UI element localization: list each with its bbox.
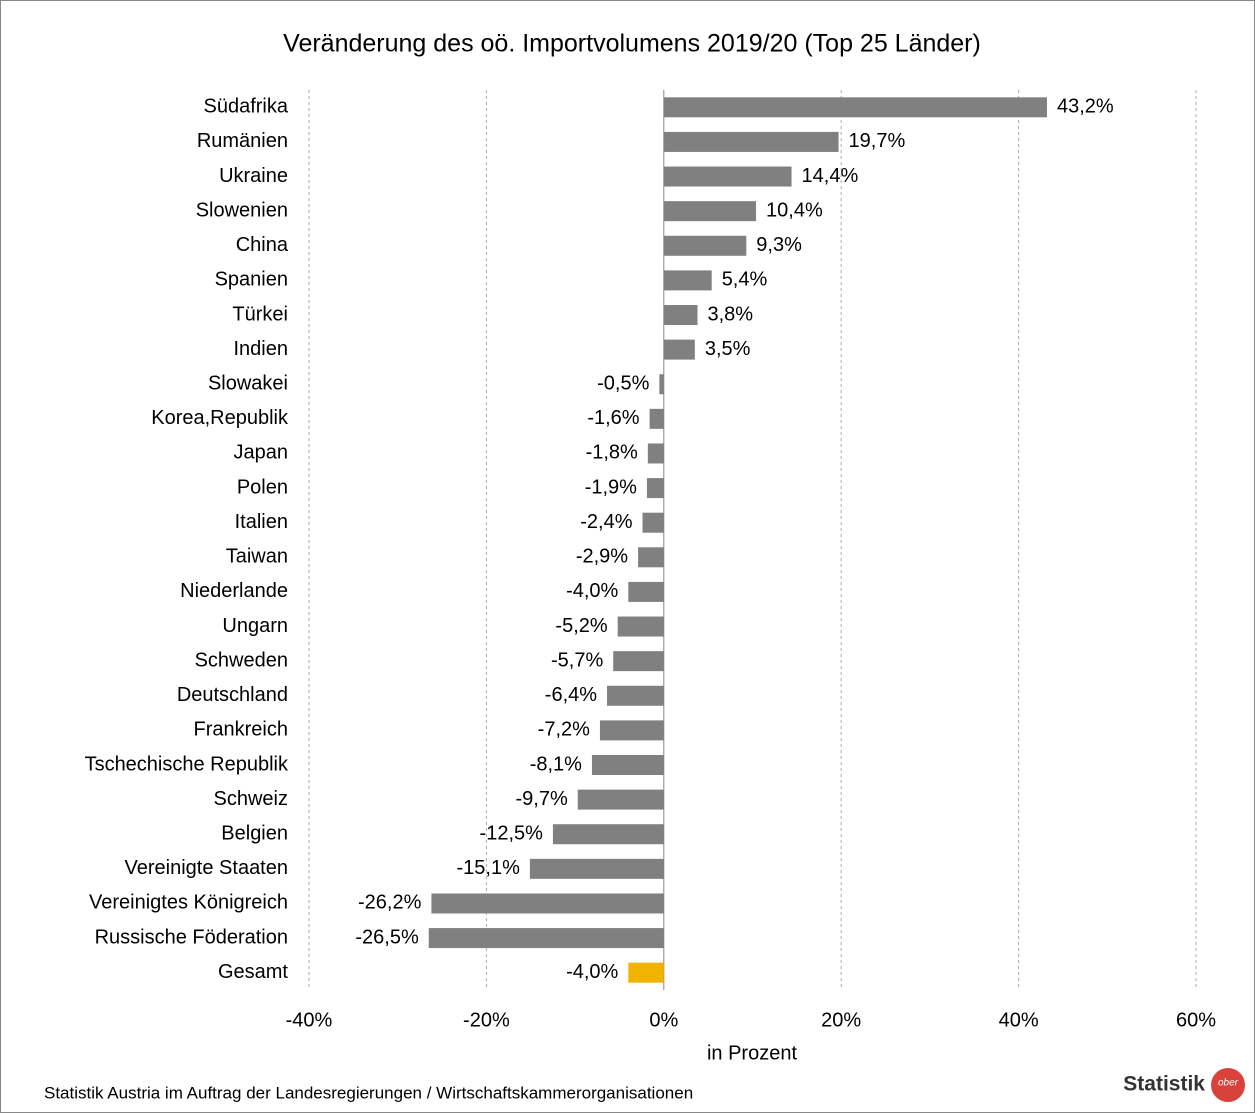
bar — [663, 97, 1047, 118]
y-tick-label: Belgien — [221, 823, 288, 845]
y-tick-label: Japan — [234, 442, 289, 464]
value-label: -5,2% — [555, 615, 607, 637]
y-tick-label: Südafrika — [204, 96, 289, 118]
value-label: -6,4% — [545, 684, 597, 706]
y-tick-label: Vereinigtes Königreich — [89, 892, 288, 914]
value-label: -1,9% — [585, 476, 637, 498]
bar — [659, 374, 664, 395]
bar — [663, 270, 712, 291]
y-tick-label: Deutschland — [177, 684, 288, 706]
bar — [617, 616, 664, 637]
y-tick-label: Ukraine — [219, 165, 288, 187]
x-tick-label: -20% — [463, 1009, 510, 1031]
y-tick-label: Ungarn — [222, 615, 288, 637]
bar — [663, 339, 695, 360]
value-label: -7,2% — [538, 719, 590, 741]
y-tick-label: Schweiz — [214, 788, 288, 810]
logo-text: Statistik — [1123, 1073, 1205, 1096]
bar — [663, 235, 747, 256]
bar — [628, 581, 664, 602]
y-tick-label: Taiwan — [226, 546, 288, 568]
value-label: 43,2% — [1057, 96, 1114, 118]
y-tick-label: Korea,Republik — [151, 407, 289, 429]
value-label: 10,4% — [766, 199, 823, 221]
y-tick-label: Spanien — [215, 269, 288, 291]
bar — [552, 824, 664, 845]
value-label: -26,2% — [358, 892, 422, 914]
bar — [529, 858, 664, 879]
source: Statistik Austria im Auftrag der Landesr… — [44, 1083, 693, 1102]
bar — [663, 201, 757, 222]
bar — [663, 166, 792, 187]
x-tick-label: 0% — [649, 1009, 678, 1031]
logo-badge — [1211, 1068, 1245, 1102]
bar — [649, 408, 664, 429]
bar — [428, 928, 664, 949]
value-label: 3,5% — [705, 338, 751, 360]
x-tick-label: 40% — [999, 1009, 1039, 1031]
bar — [607, 685, 664, 706]
value-label: -26,5% — [355, 926, 419, 948]
value-label: -0,5% — [597, 373, 649, 395]
value-label: 5,4% — [722, 269, 768, 291]
y-tick-label: China — [236, 234, 289, 256]
value-label: -2,9% — [576, 546, 628, 568]
value-label: -9,7% — [516, 788, 568, 810]
value-label: -1,8% — [586, 442, 638, 464]
y-tick-label: Italien — [235, 511, 288, 533]
bar — [638, 547, 664, 568]
bar — [431, 893, 664, 914]
value-label: 14,4% — [802, 165, 859, 187]
y-tick-label: Tschechische Republik — [85, 753, 289, 775]
bar — [642, 512, 664, 533]
value-label: -8,1% — [530, 753, 582, 775]
x-tick-label: 20% — [821, 1009, 861, 1031]
bar — [613, 651, 664, 672]
x-tick-label: 60% — [1176, 1009, 1216, 1031]
y-tick-label: Slowenien — [196, 199, 288, 221]
y-tick-label: Gesamt — [218, 961, 288, 983]
logo-badge-text: ober — [1218, 1078, 1239, 1089]
value-label: -4,0% — [566, 580, 618, 602]
value-label: -4,0% — [566, 961, 618, 983]
bar — [599, 720, 664, 741]
value-label: -1,6% — [587, 407, 639, 429]
bar — [647, 443, 664, 464]
value-label: -2,4% — [580, 511, 632, 533]
y-tick-label: Türkei — [232, 303, 288, 325]
value-label: 9,3% — [756, 234, 802, 256]
y-tick-label: Slowakei — [208, 373, 288, 395]
bar — [663, 131, 839, 152]
bar — [663, 305, 698, 325]
y-tick-label: Schweden — [195, 649, 288, 671]
bar — [628, 962, 664, 983]
value-label: -12,5% — [480, 823, 544, 845]
y-tick-label: Frankreich — [194, 719, 288, 741]
x-tick-label: -40% — [286, 1009, 333, 1031]
y-tick-label: Indien — [234, 338, 289, 360]
value-label: -15,1% — [456, 857, 520, 879]
value-label: -5,7% — [551, 649, 603, 671]
bar — [591, 755, 664, 775]
y-tick-label: Rumänien — [197, 130, 288, 152]
x-axis-label: in Prozent — [707, 1042, 797, 1064]
chart-title: Veränderung des oö. Importvolumens 2019/… — [283, 30, 981, 58]
y-tick-label: Polen — [237, 476, 288, 498]
y-tick-label: Russische Föderation — [95, 926, 288, 948]
y-tick-label: Vereinigte Staaten — [125, 857, 288, 879]
bar — [646, 478, 664, 499]
y-tick-label: Niederlande — [180, 580, 288, 602]
value-label: 19,7% — [849, 130, 906, 152]
bar — [577, 789, 664, 810]
value-label: 3,8% — [708, 303, 754, 325]
